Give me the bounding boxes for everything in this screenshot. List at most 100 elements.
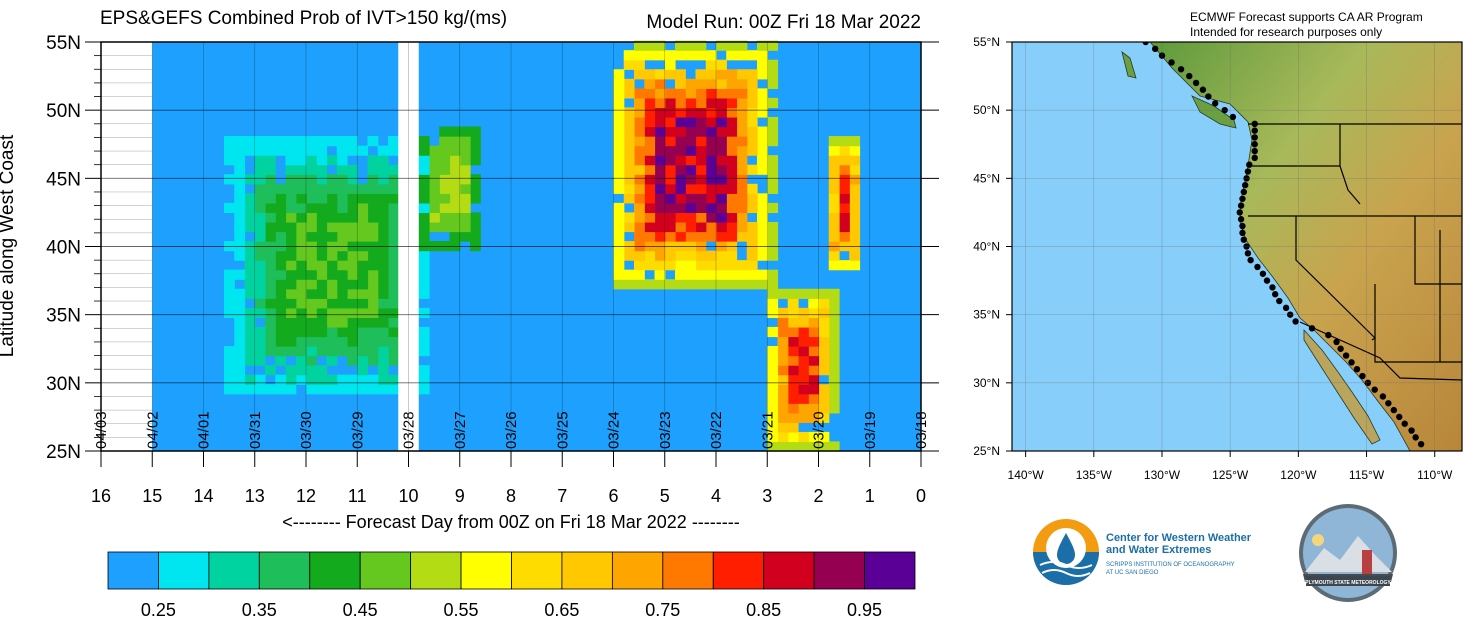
heatmap-cell [326,298,338,309]
heatmap-cell [357,193,369,204]
heatmap-cell [336,231,348,242]
heatmap-cell [664,107,676,118]
heatmap-cell [244,307,256,318]
coast-point [1205,93,1212,100]
heatmap-cell [828,136,840,147]
heatmap-cell [664,136,676,147]
heatmap-cell [634,202,645,214]
y-tick-label: 55N [46,33,81,54]
heatmap-cell [234,193,246,204]
heatmap-cell [623,88,635,99]
heatmap-cell [336,317,348,328]
heatmap-cell [613,221,625,233]
heatmap-cell [418,336,430,347]
coast-point [1240,188,1248,196]
heatmap-cell [254,164,266,175]
heatmap-cell [808,384,820,395]
heatmap-cell [746,69,758,80]
heatmap-cell [675,145,686,156]
heatmap-cell [767,40,779,51]
heatmap-cell [818,298,830,309]
heatmap-cell [675,97,686,109]
heatmap-cell [695,174,707,185]
heatmap-cell [808,365,820,376]
heatmap-cell [685,212,697,223]
heatmap-cell [664,97,676,109]
heatmap-cell [234,231,246,242]
heatmap-cell [767,384,779,395]
heatmap-cell [798,317,809,328]
heatmap-cell [418,221,430,233]
heatmap-cell [347,288,358,299]
heatmap-cell [654,155,666,166]
heatmap-cell [285,212,297,223]
heatmap-cell [623,126,635,137]
heatmap-cell [234,307,246,318]
heatmap-cell [685,260,697,271]
heatmap-cell [828,365,840,376]
heatmap-cell [388,221,399,233]
heatmap-cell [828,250,840,261]
coast-point [1348,359,1355,366]
heatmap-cell [234,365,246,376]
heatmap-cell [828,393,840,404]
heatmap-cell [623,183,635,194]
heatmap-cell [808,326,820,338]
heatmap-cell [347,221,358,233]
heatmap-cell [254,288,266,299]
heatmap-cell [347,202,358,214]
heatmap-cell [285,326,297,338]
heatmap-cell [367,384,379,395]
heatmap-cell [716,164,727,175]
heatmap-cell [695,97,707,109]
heatmap-cell [726,221,738,233]
colorbar-swatch [763,551,815,590]
heatmap-cell [726,145,738,156]
heatmap-cell [377,365,389,376]
colorbar-label: 0.95 [847,600,882,620]
heatmap-cell [459,174,471,185]
map-lon-label: 140°W [1008,468,1045,482]
heatmap-cell [326,326,338,338]
heatmap-cell [295,231,307,242]
heatmap-cell [818,431,830,443]
heatmap-cell [316,136,328,147]
heatmap-cell [705,202,717,214]
heatmap-cell [716,136,727,147]
heatmap-cell [429,183,440,194]
heatmap-cell [336,374,348,385]
heatmap-cell [849,221,861,233]
coast-point [1229,113,1237,121]
heatmap-cell [828,374,840,385]
heatmap-cell [275,145,287,156]
heatmap-cell [787,374,799,385]
heatmap-cell [613,269,625,280]
heatmap-cell [295,307,307,318]
heatmap-cell [285,250,297,261]
haida-gwaii [1121,51,1137,79]
map-lon-labels: 140°W 135°W 130°W 125°W 120°W 115°W 110°W [1008,451,1453,482]
heatmap-cell [285,298,297,309]
heatmap-cell [254,231,266,242]
heatmap-cell [388,307,399,318]
heatmap-cell [234,202,246,214]
heatmap-cell [644,164,656,175]
heatmap-cell [306,212,317,223]
coast-point [1276,297,1283,305]
colorbar-swatch [107,551,159,590]
colorbar-label: 0.75 [645,600,680,620]
heatmap-cell [275,298,287,309]
heatmap-cell [316,374,328,385]
heatmap-cell [675,164,686,175]
heatmap-cell [757,231,768,242]
heatmap-cell [254,145,266,156]
heatmap-cell [798,393,809,404]
map-ocean [1012,42,1462,451]
coast-point [1259,270,1267,277]
heatmap-cell [326,183,338,194]
heatmap-cell [839,164,850,175]
heatmap-cell [736,279,748,290]
heatmap-cell [357,279,369,290]
heatmap-cell [726,107,738,118]
heatmap-cell [644,145,656,156]
